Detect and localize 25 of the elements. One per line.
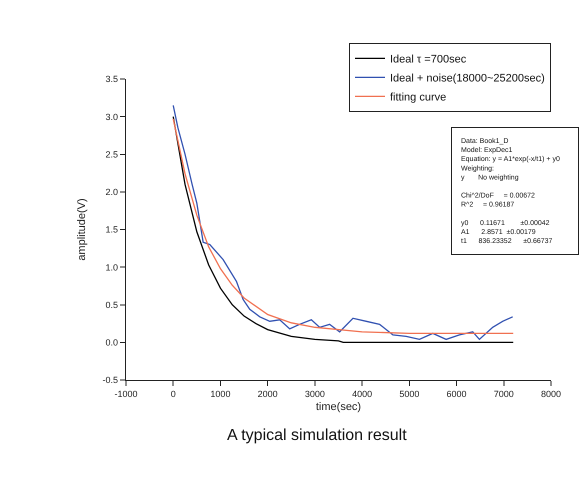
y-tick-label: 3.0 [106,112,118,122]
x-tick-label: 3000 [304,388,325,399]
y-tick-label: 1.5 [106,224,118,235]
legend-label: fitting curve [390,92,446,104]
x-axis-title: time(sec) [316,401,362,414]
text: A typical simulation result [227,427,408,444]
y-tick-label: 0.0 [106,338,118,348]
x-tick-label: 5000 [399,388,420,399]
y-tick-label: 2.5 [106,149,118,160]
y-tick-label: 1.0 [106,262,118,272]
y-tick-label: -0.5 [102,375,118,386]
y-tick-label: 2.0 [106,187,118,198]
x-tick-label: 6000 [446,388,467,399]
x-tick-label: 8000 [540,388,562,399]
y-tick-label: 3.5 [106,74,118,84]
x-tick-label: 7000 [494,388,514,399]
x-tick-label: 4000 [352,388,372,399]
legend-label: Ideal + noise(18000~25200sec) [390,72,545,85]
y-axis-title: amplitude(V) [76,198,88,261]
x-tick-label: -1000 [114,388,138,399]
y-tick-label: 0.5 [106,300,118,310]
x-tick-label: 2000 [258,388,278,399]
x-tick-label: 1000 [210,388,230,399]
x-tick-label: 0 [170,388,176,399]
legend-label: Ideal τ =700sec [390,54,467,66]
